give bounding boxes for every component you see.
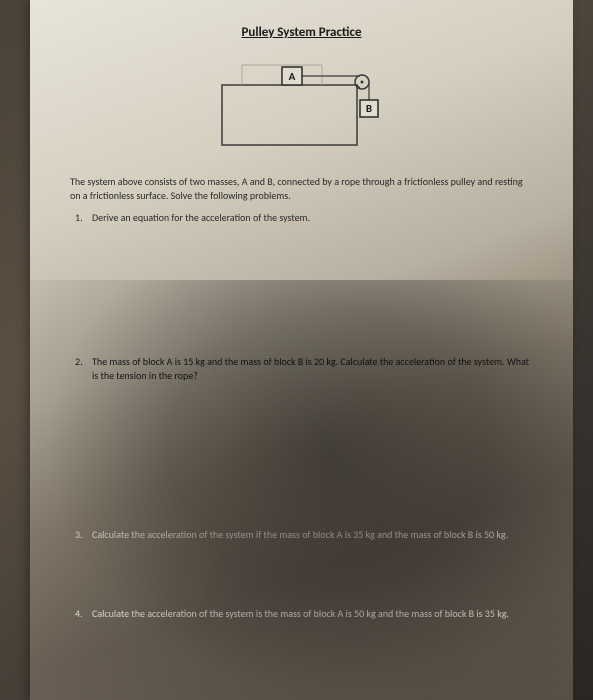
question-list: Derive an equation for the acceleration … xyxy=(70,211,533,621)
diagram-svg: A B xyxy=(212,55,392,155)
question-3: Calculate the acceleration of the system… xyxy=(70,528,533,542)
question-1-text: Derive an equation for the acceleration … xyxy=(92,211,310,224)
question-2-text: The mass of block A is 15 kg and the mas… xyxy=(92,355,529,382)
question-4: Calculate the acceleration of the system… xyxy=(70,607,533,621)
pulley-axle xyxy=(360,81,363,84)
question-1: Derive an equation for the acceleration … xyxy=(70,211,533,225)
pulley-diagram: A B xyxy=(212,55,392,155)
intro-text: The system above consists of two masses,… xyxy=(70,175,533,203)
question-4-text: Calculate the acceleration of the system… xyxy=(92,607,509,620)
table-outline xyxy=(222,85,357,145)
block-a-label: A xyxy=(288,70,295,83)
page-title: Pulley System Practice xyxy=(70,25,533,40)
block-b-label: B xyxy=(365,102,371,115)
worksheet-page: Pulley System Practice A B The system ab… xyxy=(30,0,573,700)
question-2: The mass of block A is 15 kg and the mas… xyxy=(70,355,533,383)
question-3-text: Calculate the acceleration of the system… xyxy=(92,528,508,541)
